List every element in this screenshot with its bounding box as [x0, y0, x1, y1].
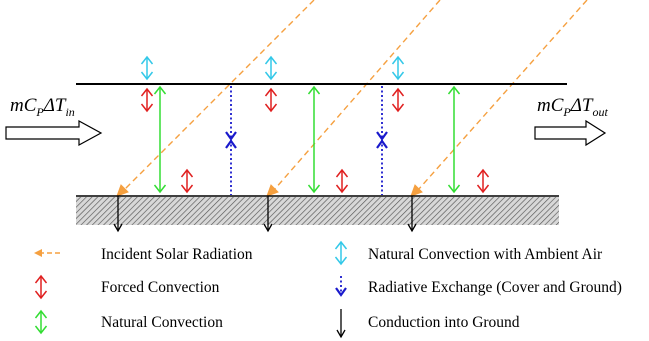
ground-hatch	[76, 197, 559, 225]
arrowhead-down	[335, 184, 349, 194]
arrowhead-down	[376, 131, 388, 141]
arrowhead-up	[140, 87, 154, 97]
arrowhead-down	[263, 223, 273, 233]
solar-ray-2	[273, 0, 441, 191]
arrowhead-up	[476, 168, 490, 178]
arrowhead-down	[447, 184, 461, 194]
arrowhead-down	[391, 71, 405, 81]
arrowhead-down	[34, 325, 48, 335]
legend-ambient-swatch	[334, 240, 348, 266]
arrowhead-down	[336, 329, 346, 339]
solar-arrowhead-1	[116, 184, 129, 197]
arrowhead-down	[225, 131, 237, 141]
legend-item-ambient: Natural Convection with Ambient Air	[334, 240, 603, 266]
radiative-exchange-arrows	[225, 86, 388, 195]
inlet-arrow	[5, 119, 103, 147]
conduction-arrow-1	[113, 196, 123, 233]
forced-arrow-ground-3	[476, 168, 490, 194]
legend: Incident Solar Radiation Forced Convecti…	[34, 240, 622, 339]
arrowhead-up	[391, 87, 405, 97]
legend-item-forced: Forced Convection	[34, 274, 220, 300]
conduction-arrows	[113, 196, 417, 233]
arrowhead-down	[334, 256, 348, 266]
arrowhead-up	[180, 168, 194, 178]
arrowhead-up	[225, 139, 237, 149]
ambient-convection-arrows	[140, 55, 405, 81]
arrowhead-down	[307, 184, 321, 194]
arrowhead-down	[34, 290, 48, 300]
arrowhead-down	[180, 184, 194, 194]
legend-conduction-swatch	[336, 309, 346, 339]
legend-natural-label: Natural Convection	[101, 314, 223, 331]
arrowhead-down	[264, 71, 278, 81]
legend-forced-swatch	[34, 274, 48, 300]
forced-arrow-ground-2	[335, 168, 349, 194]
inlet-label: mCPΔTin	[10, 95, 75, 119]
solar-ray-3	[417, 0, 588, 191]
legend-natural-swatch	[34, 309, 48, 335]
forced-arrow-ground-1	[180, 168, 194, 194]
conduction-arrow-3	[407, 196, 417, 233]
ambient-arrow-3	[391, 55, 405, 81]
legend-item-natural: Natural Convection	[34, 309, 223, 335]
radiative-arrow-2	[376, 86, 388, 195]
arrowhead-down	[264, 103, 278, 113]
legend-solar-arrowhead	[34, 249, 42, 257]
arrowhead-down	[476, 184, 490, 194]
legend-ambient-label: Natural Convection with Ambient Air	[368, 246, 603, 263]
natural-arrow-3	[447, 85, 461, 194]
arrowhead-down	[113, 223, 123, 233]
forced-arrow-cover-3	[391, 87, 405, 113]
natural-arrow-2	[307, 85, 321, 194]
legend-item-conduction: Conduction into Ground	[336, 309, 520, 339]
ambient-arrow-1	[140, 55, 154, 81]
forced-arrow-cover-1	[140, 87, 154, 113]
arrowhead-down	[407, 223, 417, 233]
arrowhead-up	[153, 85, 167, 95]
arrowhead-up	[264, 55, 278, 65]
solar-arrowhead-2	[266, 184, 279, 197]
natural-arrow-1	[153, 85, 167, 194]
outlet-arrow	[534, 119, 607, 147]
solar-arrowhead-3	[410, 184, 423, 197]
arrowhead-up	[334, 240, 348, 250]
forced-arrow-cover-2	[264, 87, 278, 113]
arrowhead-up	[264, 87, 278, 97]
legend-forced-label: Forced Convection	[101, 279, 220, 296]
legend-radiative-label: Radiative Exchange (Cover and Ground)	[368, 279, 622, 296]
arrowhead-up	[447, 85, 461, 95]
arrowhead-up	[307, 85, 321, 95]
arrowhead-down	[391, 103, 405, 113]
arrowhead-down	[153, 184, 167, 194]
radiative-arrow-1	[225, 86, 237, 195]
ambient-arrow-2	[264, 55, 278, 81]
forced-convection-arrows	[140, 87, 490, 194]
conduction-arrow-2	[263, 196, 273, 233]
arrowhead-up	[335, 168, 349, 178]
solar-rays	[116, 0, 588, 197]
arrowhead-down	[140, 71, 154, 81]
legend-solar-label: Incident Solar Radiation	[101, 246, 253, 263]
legend-item-solar: Incident Solar Radiation	[34, 246, 253, 263]
legend-conduction-label: Conduction into Ground	[368, 314, 520, 331]
natural-convection-arrows	[153, 85, 461, 194]
arrowhead-up	[391, 55, 405, 65]
outlet-label: mCPΔTout	[537, 95, 608, 119]
legend-radiative-arrowhead	[335, 287, 347, 297]
arrowhead-up	[376, 139, 388, 149]
legend-item-radiative: Radiative Exchange (Cover and Ground)	[335, 276, 622, 297]
arrowhead-up	[34, 274, 48, 284]
solar-ray-1	[123, 0, 315, 191]
arrowhead-down	[140, 103, 154, 113]
arrowhead-up	[34, 309, 48, 319]
arrowhead-up	[140, 55, 154, 65]
